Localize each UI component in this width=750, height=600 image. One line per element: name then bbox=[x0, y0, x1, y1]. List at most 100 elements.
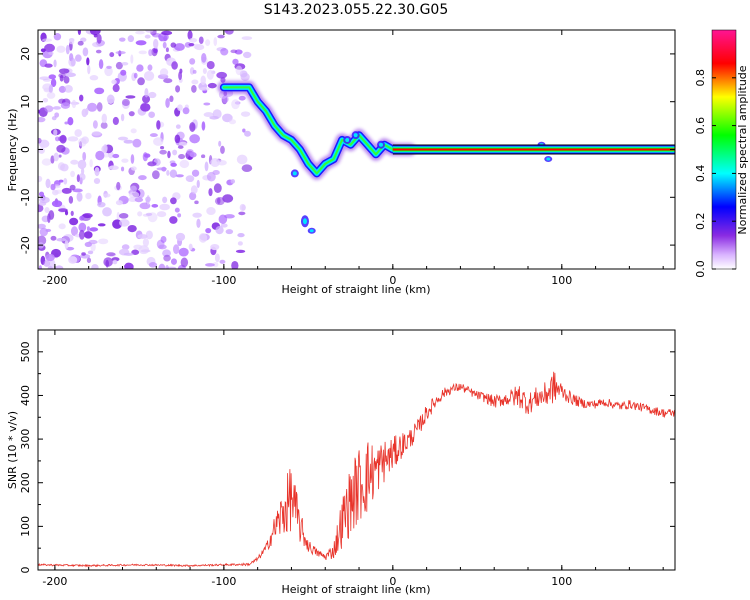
noise-speckle bbox=[63, 178, 68, 185]
noise-speckle bbox=[128, 191, 140, 199]
noise-speckle bbox=[117, 136, 129, 141]
noise-speckle bbox=[188, 43, 195, 47]
noise-speckle bbox=[108, 165, 119, 171]
noise-speckle bbox=[175, 85, 181, 93]
noise-speckle bbox=[153, 137, 164, 146]
ridge-blob-core bbox=[379, 142, 383, 147]
ridge-blob-core bbox=[345, 137, 350, 142]
ridge-blob-core bbox=[302, 218, 307, 225]
noise-speckle bbox=[205, 39, 211, 47]
noise-speckle bbox=[39, 227, 49, 237]
noise-speckle bbox=[178, 71, 183, 81]
colorbar-tick-label: 0.6 bbox=[694, 117, 707, 135]
noise-speckle bbox=[237, 241, 243, 246]
noise-speckle bbox=[241, 204, 246, 211]
noise-speckle bbox=[235, 249, 246, 253]
noise-speckle bbox=[87, 102, 98, 112]
noise-speckle bbox=[187, 156, 193, 160]
noise-speckle bbox=[191, 79, 199, 85]
noise-speckle bbox=[214, 253, 220, 263]
noise-speckle bbox=[54, 112, 60, 118]
noise-speckle bbox=[140, 103, 151, 112]
noise-speckle bbox=[40, 48, 46, 53]
noise-speckle bbox=[115, 61, 123, 70]
noise-speckle bbox=[192, 69, 197, 74]
bottom-y-tick-label: 300 bbox=[19, 429, 32, 450]
noise-speckle bbox=[156, 120, 161, 130]
noise-speckle bbox=[219, 259, 226, 264]
noise-speckle bbox=[162, 196, 168, 204]
noise-speckle bbox=[142, 238, 149, 247]
noise-speckle bbox=[232, 58, 239, 65]
noise-speckle bbox=[57, 162, 65, 171]
noise-speckle bbox=[105, 259, 109, 268]
noise-speckle bbox=[123, 252, 134, 256]
noise-speckle bbox=[112, 84, 120, 93]
top-y-label: Frequency (Hz) bbox=[6, 109, 19, 192]
noise-speckle bbox=[187, 30, 193, 40]
noise-speckle bbox=[116, 181, 121, 191]
noise-speckle bbox=[201, 121, 206, 131]
noise-speckle bbox=[56, 237, 67, 242]
noise-speckle bbox=[87, 250, 94, 255]
noise-speckle bbox=[135, 40, 147, 46]
noise-speckle bbox=[132, 138, 142, 148]
noise-speckle bbox=[202, 67, 207, 74]
noise-speckle bbox=[70, 210, 74, 216]
noise-speckle bbox=[133, 244, 143, 250]
noise-speckle bbox=[169, 95, 174, 103]
noise-speckle bbox=[46, 91, 56, 99]
noise-speckle bbox=[111, 79, 117, 85]
noise-speckle bbox=[106, 65, 112, 69]
noise-speckle bbox=[70, 170, 75, 178]
noise-speckle bbox=[237, 232, 245, 238]
top-y-tick-label: -20 bbox=[19, 236, 32, 254]
noise-speckle bbox=[47, 265, 53, 269]
noise-speckle bbox=[137, 234, 148, 239]
noise-speckle bbox=[54, 189, 63, 194]
noise-speckle bbox=[93, 33, 98, 38]
noise-speckle bbox=[38, 265, 43, 269]
bottom-y-tick-label: 400 bbox=[19, 385, 32, 406]
noise-speckle bbox=[207, 82, 217, 89]
bottom-x-label: Height of straight line (km) bbox=[281, 583, 430, 596]
noise-speckle bbox=[218, 214, 228, 224]
noise-speckle bbox=[116, 211, 120, 221]
noise-speckle bbox=[112, 259, 118, 265]
noise-speckle bbox=[79, 215, 85, 221]
noise-speckle bbox=[206, 207, 216, 216]
noise-speckle bbox=[92, 120, 98, 129]
top-x-tick-label: 100 bbox=[551, 274, 572, 287]
noise-speckle bbox=[208, 188, 213, 197]
noise-speckle bbox=[83, 231, 93, 239]
noise-speckle bbox=[165, 97, 170, 108]
noise-speckle bbox=[67, 117, 74, 126]
bottom-y-tick-label: 0 bbox=[19, 567, 32, 574]
noise-speckle bbox=[85, 107, 89, 116]
noise-speckle bbox=[131, 249, 140, 255]
noise-speckle bbox=[69, 184, 76, 191]
noise-speckle bbox=[84, 241, 92, 248]
noise-speckle bbox=[65, 72, 76, 78]
noise-speckle bbox=[60, 102, 71, 109]
noise-speckle bbox=[97, 223, 106, 227]
noise-speckle bbox=[236, 154, 248, 165]
noise-speckle bbox=[95, 150, 105, 161]
noise-speckle bbox=[58, 135, 67, 142]
noise-speckle bbox=[92, 41, 103, 48]
noise-speckle bbox=[78, 173, 86, 181]
noise-speckle bbox=[144, 34, 151, 39]
noise-speckle bbox=[225, 229, 234, 235]
noise-speckle bbox=[51, 200, 63, 208]
noise-speckle bbox=[138, 175, 147, 181]
noise-speckles bbox=[38, 30, 253, 269]
noise-speckle bbox=[81, 252, 86, 256]
noise-speckle bbox=[119, 219, 130, 227]
noise-speckle bbox=[41, 158, 52, 166]
noise-speckle bbox=[58, 179, 64, 183]
noise-speckle bbox=[58, 223, 66, 230]
bottom-y-ticks: 0 100 200 300 400 500 bbox=[19, 329, 675, 574]
noise-speckle bbox=[225, 30, 234, 35]
noise-speckle bbox=[201, 154, 206, 159]
noise-speckle bbox=[145, 196, 151, 203]
